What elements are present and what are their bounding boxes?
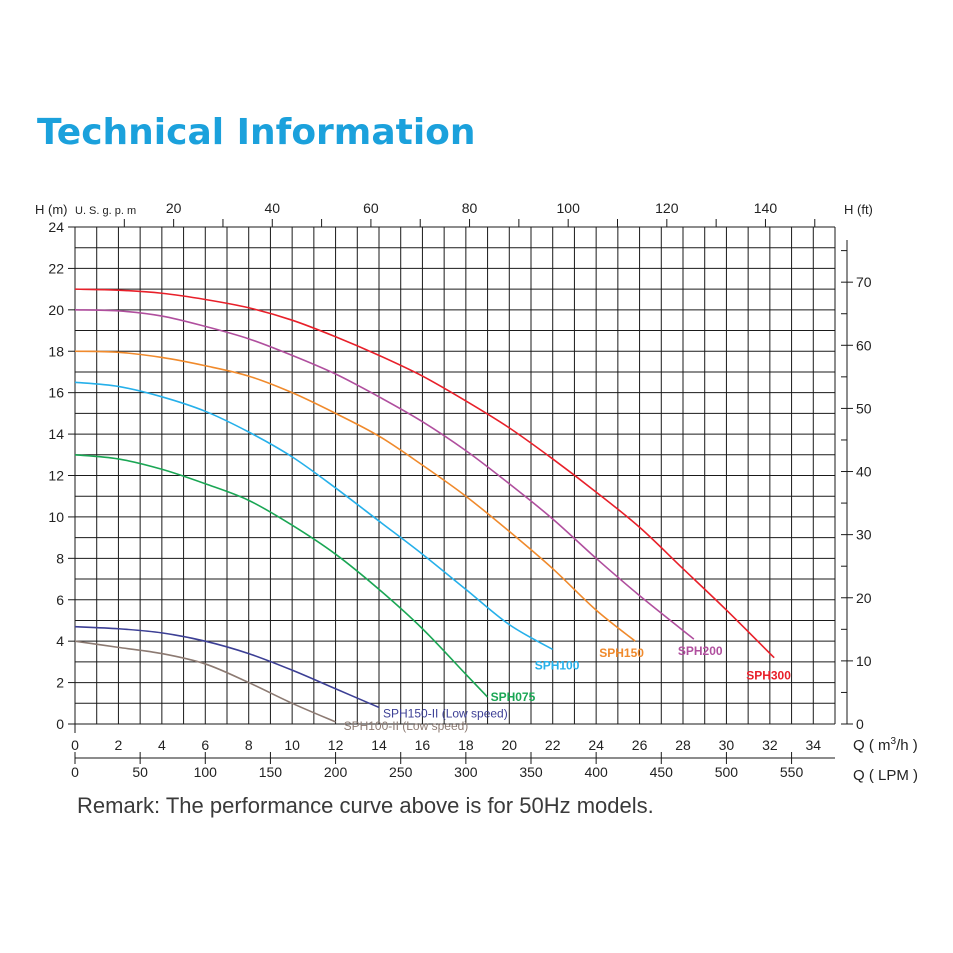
y-tick-label: 4 [56, 633, 64, 649]
ft-tick-label: 70 [856, 274, 872, 290]
x-axis-label-m3h-base: Q ( m [853, 737, 891, 754]
x-tick-label: 32 [762, 737, 778, 753]
x-tick-label: 30 [719, 737, 735, 753]
series-label: SPH150-II (Low speed) [383, 706, 508, 720]
lpm-tick-label: 450 [650, 764, 674, 780]
x-tick-label: 10 [284, 737, 300, 753]
x-tick-label: 12 [328, 737, 344, 753]
x-tick-label: 28 [675, 737, 691, 753]
curve-sph075 [74, 453, 489, 698]
gpm-tick-label: 80 [462, 200, 478, 216]
gpm-tick-label: 20 [166, 200, 182, 216]
chart-series-labels: SPH300 SPH200 SPH150 SPH100 SPH075 SPH150-II … [344, 644, 792, 733]
series-label: SPH100 [535, 658, 580, 672]
x-axis-label-m3h: Q ( m3/h ) [853, 736, 918, 754]
lpm-tick-label: 100 [194, 764, 218, 780]
x-tick-label: 18 [458, 737, 474, 753]
y-axis-label-feet: H (ft) [844, 202, 873, 217]
remark-text: Remark: The performance curve above is f… [77, 793, 654, 818]
x-tick-label: 22 [545, 737, 561, 753]
x-tick-label: 26 [632, 737, 648, 753]
y-tick-label: 8 [56, 550, 64, 566]
x-tick-label: 2 [115, 737, 123, 753]
series-label: SPH100-II (Low speed) [344, 719, 469, 733]
gpm-tick-label: 100 [557, 200, 581, 216]
curve-sph200 [74, 309, 695, 640]
y-tick-label: 2 [56, 675, 64, 691]
series-label: SPH300 [746, 669, 791, 683]
x-tick-label: 6 [201, 737, 209, 753]
ft-tick-label: 0 [856, 716, 864, 732]
y-tick-label: 22 [48, 260, 64, 276]
ft-tick-label: 20 [856, 590, 872, 606]
lpm-tick-label: 400 [584, 764, 608, 780]
lpm-tick-label: 200 [324, 764, 348, 780]
lpm-tick-label: 0 [71, 764, 79, 780]
x-tick-label: 34 [805, 737, 821, 753]
gpm-tick-label: 120 [655, 200, 679, 216]
x-axis-label-m3h-sup: 3 [891, 736, 897, 747]
lpm-tick-label: 250 [389, 764, 413, 780]
curve-sph150-ii-low-speed- [74, 625, 380, 709]
y-axis-label-meters: H (m) [35, 202, 68, 217]
x-tick-label: 4 [158, 737, 166, 753]
series-label: SPH200 [678, 644, 723, 658]
x-tick-label: 8 [245, 737, 253, 753]
lpm-tick-label: 350 [519, 764, 543, 780]
gpm-tick-label: 40 [264, 200, 280, 216]
y-tick-label: 0 [56, 716, 64, 732]
x-tick-label: 14 [371, 737, 387, 753]
y-tick-label: 12 [48, 468, 64, 484]
ft-tick-label: 10 [856, 653, 872, 669]
y-tick-label: 6 [56, 592, 64, 608]
ft-tick-label: 60 [856, 337, 872, 353]
curve-sph300 [74, 288, 775, 659]
y-tick-label: 10 [48, 509, 64, 525]
y-tick-label: 18 [48, 343, 64, 359]
chart-curves [74, 288, 775, 723]
page-title: Technical Information [37, 112, 476, 153]
series-label: SPH075 [491, 690, 536, 704]
curve-sph150 [74, 350, 636, 642]
y-tick-label: 14 [48, 426, 64, 442]
gpm-tick-label: 140 [754, 200, 778, 216]
x-tick-label: 24 [588, 737, 604, 753]
lpm-tick-label: 550 [780, 764, 804, 780]
lpm-tick-label: 300 [454, 764, 478, 780]
lpm-tick-label: 50 [132, 764, 148, 780]
y-tick-label: 24 [48, 219, 64, 235]
ft-tick-label: 50 [856, 400, 872, 416]
curve-sph100-ii-low-speed- [74, 640, 336, 723]
chart-axes [68, 219, 853, 764]
curve-sph100 [74, 381, 554, 651]
lpm-tick-label: 150 [259, 764, 283, 780]
x-tick-label: 20 [501, 737, 517, 753]
ft-tick-label: 40 [856, 464, 872, 480]
lpm-tick-label: 500 [715, 764, 739, 780]
y-tick-label: 20 [48, 302, 64, 318]
x-tick-label: 16 [415, 737, 431, 753]
x-axis-label-lpm: Q ( LPM ) [853, 767, 918, 784]
chart-grid [74, 226, 836, 725]
x-axis-label-m3h-tail: /h ) [896, 737, 918, 754]
y-tick-label: 16 [48, 385, 64, 401]
ft-tick-label: 30 [856, 527, 872, 543]
top-axis-label-gpm: U. S. g. p. m [75, 205, 136, 217]
x-tick-label: 0 [71, 737, 79, 753]
series-label: SPH150 [599, 646, 644, 660]
gpm-tick-label: 60 [363, 200, 379, 216]
